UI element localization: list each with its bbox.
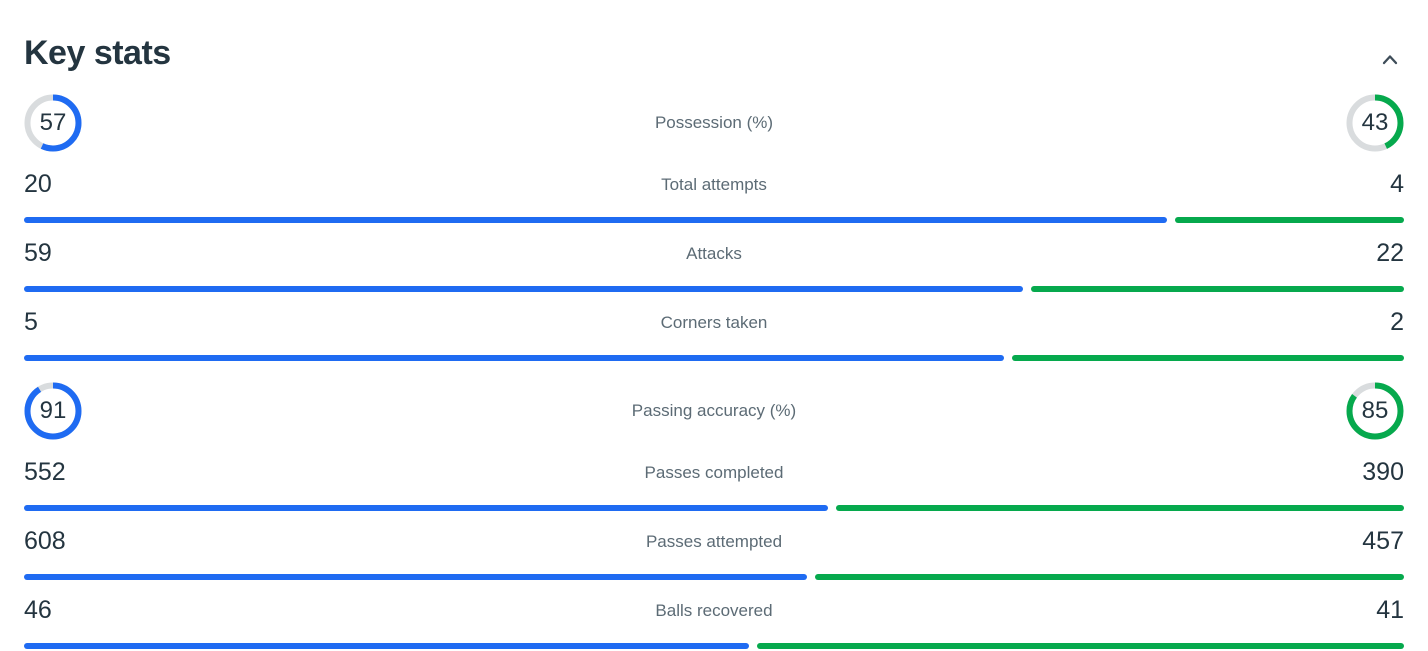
stat-row: 57 Possession (%) 43 — [24, 94, 1404, 152]
away-ring-gauge: 85 — [1346, 382, 1404, 440]
home-value: 91 — [39, 397, 67, 424]
stats-list: 57 Possession (%) 43 20 Total attempts 4… — [24, 94, 1404, 649]
stat-values: 608 Passes attempted 457 — [24, 528, 1404, 555]
away-value: 85 — [1361, 397, 1389, 424]
home-value: 59 — [24, 239, 52, 267]
away-value: 41 — [1376, 596, 1404, 624]
stat-values: 5 Corners taken 2 — [24, 309, 1404, 336]
away-ring-gauge: 43 — [1346, 94, 1404, 152]
stat-row: 46 Balls recovered 41 — [24, 597, 1404, 649]
section-title: Key stats — [24, 34, 171, 72]
stat-row: 20 Total attempts 4 — [24, 171, 1404, 223]
away-value: 22 — [1376, 239, 1404, 267]
home-bar — [24, 286, 1024, 292]
home-value: 552 — [24, 458, 66, 486]
stat-bars — [24, 574, 1404, 580]
stat-label: Passes attempted — [645, 531, 783, 551]
home-bar — [24, 505, 828, 511]
home-value: 20 — [24, 170, 52, 198]
away-bar — [1012, 355, 1404, 361]
stat-row: 552 Passes completed 390 — [24, 459, 1404, 511]
away-value: 457 — [1362, 527, 1404, 555]
stat-values: 46 Balls recovered 41 — [24, 597, 1404, 624]
stat-label: Possession (%) — [654, 113, 774, 132]
stat-label: Passes completed — [644, 462, 784, 482]
away-value: 2 — [1390, 308, 1404, 336]
stat-label: Passing accuracy (%) — [631, 401, 797, 420]
away-value: 390 — [1362, 458, 1404, 486]
away-value: 4 — [1390, 170, 1404, 198]
stat-label: Corners taken — [660, 312, 768, 332]
panel-header: Key stats — [24, 0, 1404, 73]
collapse-section-button[interactable] — [1376, 48, 1404, 71]
home-value: 57 — [39, 109, 67, 136]
stat-bars — [24, 643, 1404, 649]
away-bar — [1031, 286, 1404, 292]
stat-row: 91 Passing accuracy (%) 85 — [24, 382, 1404, 440]
stat-bars — [24, 286, 1404, 292]
home-bar — [24, 574, 808, 580]
stat-label: Attacks — [686, 243, 742, 263]
stat-bars — [24, 217, 1404, 223]
away-bar — [815, 574, 1404, 580]
home-bar — [24, 217, 1168, 223]
stat-bars — [24, 355, 1404, 361]
stat-row: 5 Corners taken 2 — [24, 309, 1404, 361]
stat-row: 608 Passes attempted 457 — [24, 528, 1404, 580]
home-value: 5 — [24, 308, 38, 336]
home-ring-gauge: 91 — [24, 382, 82, 440]
home-value: 46 — [24, 596, 52, 624]
home-bar — [24, 355, 1004, 361]
away-bar — [1175, 217, 1404, 223]
home-value: 608 — [24, 527, 66, 555]
stat-bars — [24, 505, 1404, 511]
stat-row: 59 Attacks 22 — [24, 240, 1404, 292]
stat-values: 59 Attacks 22 — [24, 240, 1404, 267]
away-bar — [835, 505, 1404, 511]
stat-label: Total attempts — [661, 174, 767, 194]
away-bar — [757, 643, 1404, 649]
home-ring-gauge: 57 — [24, 94, 82, 152]
stat-values: 552 Passes completed 390 — [24, 459, 1404, 486]
stat-values: 20 Total attempts 4 — [24, 171, 1404, 198]
away-value: 43 — [1361, 109, 1389, 136]
home-bar — [24, 643, 750, 649]
chevron-up-icon — [1382, 53, 1398, 68]
stat-label: Balls recovered — [655, 600, 773, 620]
